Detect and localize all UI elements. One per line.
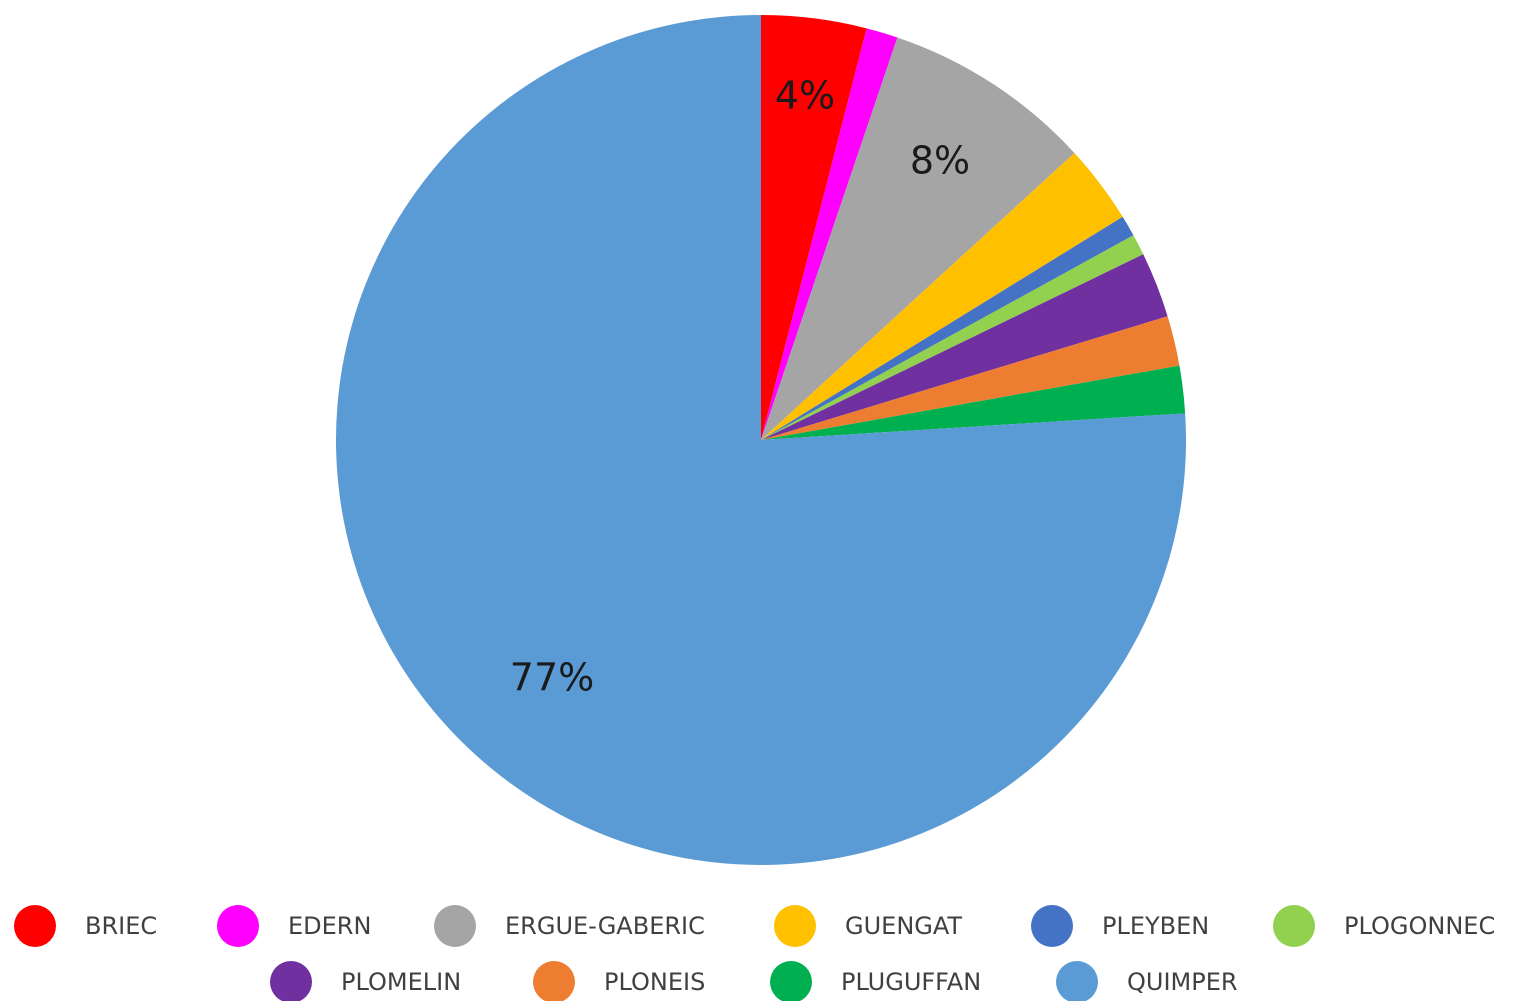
legend-label: PLUGUFFAN — [841, 968, 981, 996]
legend-label: GUENGAT — [845, 912, 962, 940]
legend-item-quimper: QUIMPER — [1056, 961, 1238, 1001]
legend-marker — [1031, 905, 1073, 947]
slices-layer — [336, 15, 1187, 865]
legend-label: PLOGONNEC — [1344, 912, 1495, 940]
pie-slice-guengat — [761, 152, 1123, 440]
legend-label: ERGUE-GABERIC — [505, 912, 705, 940]
legend-marker — [774, 905, 816, 947]
legend-item-plomelin: PLOMELIN — [270, 961, 461, 1001]
legend-item-guengat: GUENGAT — [774, 905, 962, 947]
legend-item-edern: EDERN — [217, 905, 371, 947]
legend-marker — [217, 905, 259, 947]
legend-marker — [434, 905, 476, 947]
legend-item-pleyben: PLEYBEN — [1031, 905, 1209, 947]
legend-label: EDERN — [288, 912, 371, 940]
pie-slice-ploneis — [761, 316, 1180, 440]
legend-label: PLEYBEN — [1102, 912, 1209, 940]
pie-slice-pleyben — [761, 216, 1134, 440]
legend-item-pluguffan: PLUGUFFAN — [770, 961, 981, 1001]
legend-item-ergue-gaberic: ERGUE-GABERIC — [434, 905, 705, 947]
legend-marker — [533, 961, 575, 1001]
legend-item-plogonnec: PLOGONNEC — [1273, 905, 1495, 947]
data-label-ergue-gaberic: 8% — [910, 139, 970, 183]
legend-marker — [270, 961, 312, 1001]
pie-slice-ergue-gaberic — [761, 37, 1075, 441]
pie-slice-plogonnec — [761, 235, 1144, 440]
pie-slice-quimper — [336, 15, 1187, 865]
legend-marker — [1056, 961, 1098, 1001]
legend-item-ploneis: PLONEIS — [533, 961, 705, 1001]
data-label-briec: 4% — [775, 74, 835, 118]
pie-slice-plomelin — [761, 254, 1168, 440]
pie-slice-pluguffan — [761, 365, 1186, 440]
legend-label: BRIEC — [85, 912, 157, 940]
legend: BRIEC EDERN ERGUE-GABERIC GUENGAT PLEYBEN PLO… — [14, 905, 1495, 1001]
legend-label: QUIMPER — [1127, 968, 1238, 996]
legend-marker — [14, 905, 56, 947]
legend-item-briec: BRIEC — [14, 905, 157, 947]
legend-marker — [1273, 905, 1315, 947]
data-label-quimper: 77% — [510, 656, 594, 700]
legend-label: PLOMELIN — [341, 968, 461, 996]
legend-marker — [770, 961, 812, 1001]
data-labels-layer: 4% 8% 77% — [510, 74, 970, 700]
pie-slice-edern — [761, 28, 898, 441]
pie-slice-briec — [761, 15, 867, 440]
legend-label: PLONEIS — [604, 968, 705, 996]
